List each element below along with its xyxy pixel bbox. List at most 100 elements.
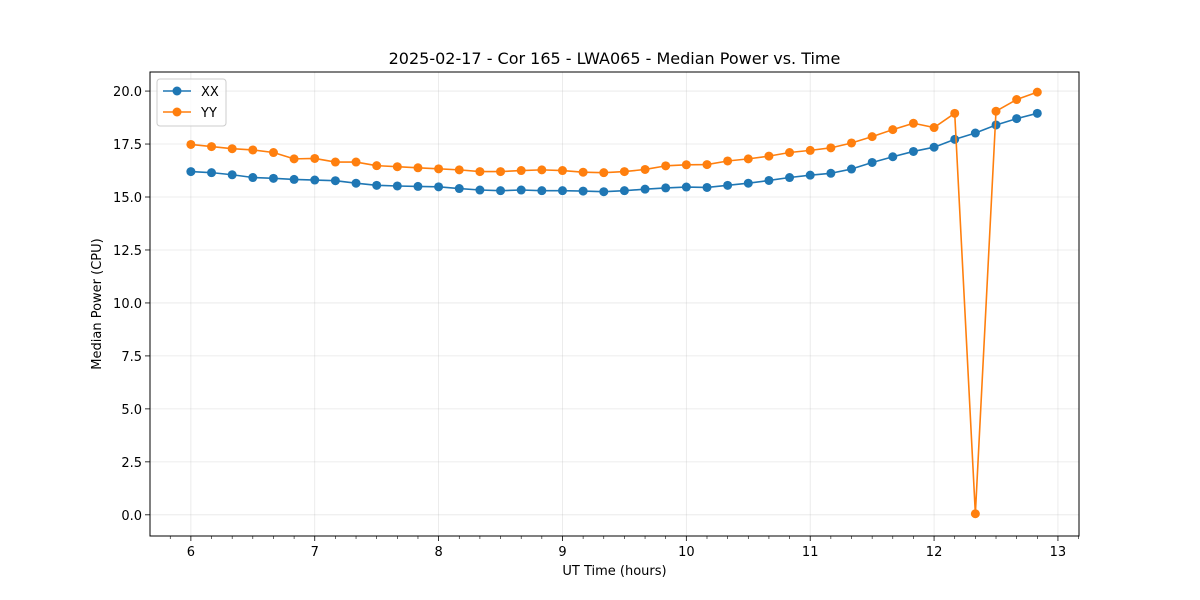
data-point-xx [950,134,960,144]
series-layer [186,87,1042,519]
data-point-yy [578,167,588,177]
data-point-xx [434,182,444,192]
legend-yy-label: YY [200,106,217,121]
data-point-yy [454,165,464,175]
data-point-yy [1032,87,1042,97]
data-point-xx [413,181,423,191]
data-point-xx [351,178,361,188]
data-point-yy [929,123,939,133]
data-point-yy [372,161,382,171]
data-point-yy [330,157,340,167]
data-point-xx [372,180,382,190]
data-point-yy [908,118,918,128]
x-tick-label: 12 [926,545,943,560]
data-point-xx [310,175,320,185]
x-tick-label: 6 [187,545,195,560]
data-point-yy [888,125,898,135]
data-point-yy [227,144,237,154]
data-point-yy [846,138,856,148]
data-point-xx [454,184,464,194]
y-tick-label: 5.0 [121,403,142,418]
data-point-xx [888,152,898,162]
data-point-yy [310,153,320,163]
data-point-xx [661,183,671,193]
data-point-yy [186,139,196,149]
data-point-xx [330,176,340,186]
x-tick-label: 7 [311,545,319,560]
data-point-yy [826,143,836,153]
data-point-xx [1032,108,1042,118]
data-point-xx [702,182,712,192]
x-tick-label: 11 [802,545,819,560]
data-point-yy [599,168,609,178]
data-point-yy [557,166,567,176]
x-axis-label: UT Time (hours) [562,564,666,579]
data-point-yy [805,145,815,155]
x-tick-label: 8 [434,545,442,560]
data-point-yy [991,106,1001,116]
data-point-yy [516,166,526,176]
data-point-yy [661,161,671,171]
legend-xx-label: XX [201,85,219,100]
data-point-yy [207,142,217,152]
data-point-xx [248,173,258,183]
data-point-xx [289,174,299,184]
y-tick-label: 20.0 [113,85,142,100]
grid [150,72,1079,536]
data-point-yy [640,164,650,174]
data-point-yy [723,156,733,166]
data-point-yy [248,145,258,155]
axes: 6 7 8 9 10 11 12 13 0.0 2.5 5.0 7.5 10.0 12.5 15.0 17.5… [113,85,1079,560]
data-point-xx [496,186,506,196]
y-tick-label: 0.0 [121,509,142,524]
data-point-xx [970,128,980,138]
data-point-yy [289,154,299,164]
data-point-xx [392,181,402,191]
data-point-yy [351,157,361,167]
data-point-xx [826,168,836,178]
legend-yy-marker [172,107,182,117]
data-point-xx [186,167,196,177]
data-point-xx [557,186,567,196]
data-point-xx [619,186,629,196]
data-point-yy [619,167,629,177]
data-point-xx [681,182,691,192]
data-point-xx [268,173,278,183]
y-tick-label: 2.5 [121,456,142,471]
data-point-xx [640,184,650,194]
data-point-yy [434,164,444,174]
data-point-xx [743,178,753,188]
data-point-xx [1012,114,1022,124]
data-point-yy [764,151,774,161]
data-point-yy [970,509,980,519]
data-point-yy [702,160,712,170]
data-point-xx [846,164,856,174]
x-tick-label: 13 [1050,545,1067,560]
data-point-yy [950,108,960,118]
data-point-xx [516,185,526,195]
data-point-xx [537,186,547,196]
data-point-xx [227,170,237,180]
series-yy [186,87,1042,519]
data-point-yy [537,165,547,175]
data-point-xx [929,142,939,152]
data-point-yy [496,167,506,177]
chart-title: 2025-02-17 - Cor 165 - LWA065 - Median P… [389,49,841,68]
data-point-yy [392,162,402,172]
x-tick-label: 10 [678,545,695,560]
data-point-yy [867,132,877,142]
data-point-yy [475,167,485,177]
y-tick-label: 7.5 [121,350,142,365]
data-point-xx [805,170,815,180]
y-tick-label: 17.5 [113,138,142,153]
y-tick-label: 15.0 [113,191,142,206]
legend-xx-marker [172,86,182,96]
data-point-yy [785,148,795,158]
data-point-yy [681,160,691,170]
x-tick-label: 9 [558,545,566,560]
data-point-yy [268,148,278,158]
y-axis-label: Median Power (CPU) [90,238,105,369]
y-tick-label: 10.0 [113,297,142,312]
data-point-xx [908,146,918,156]
